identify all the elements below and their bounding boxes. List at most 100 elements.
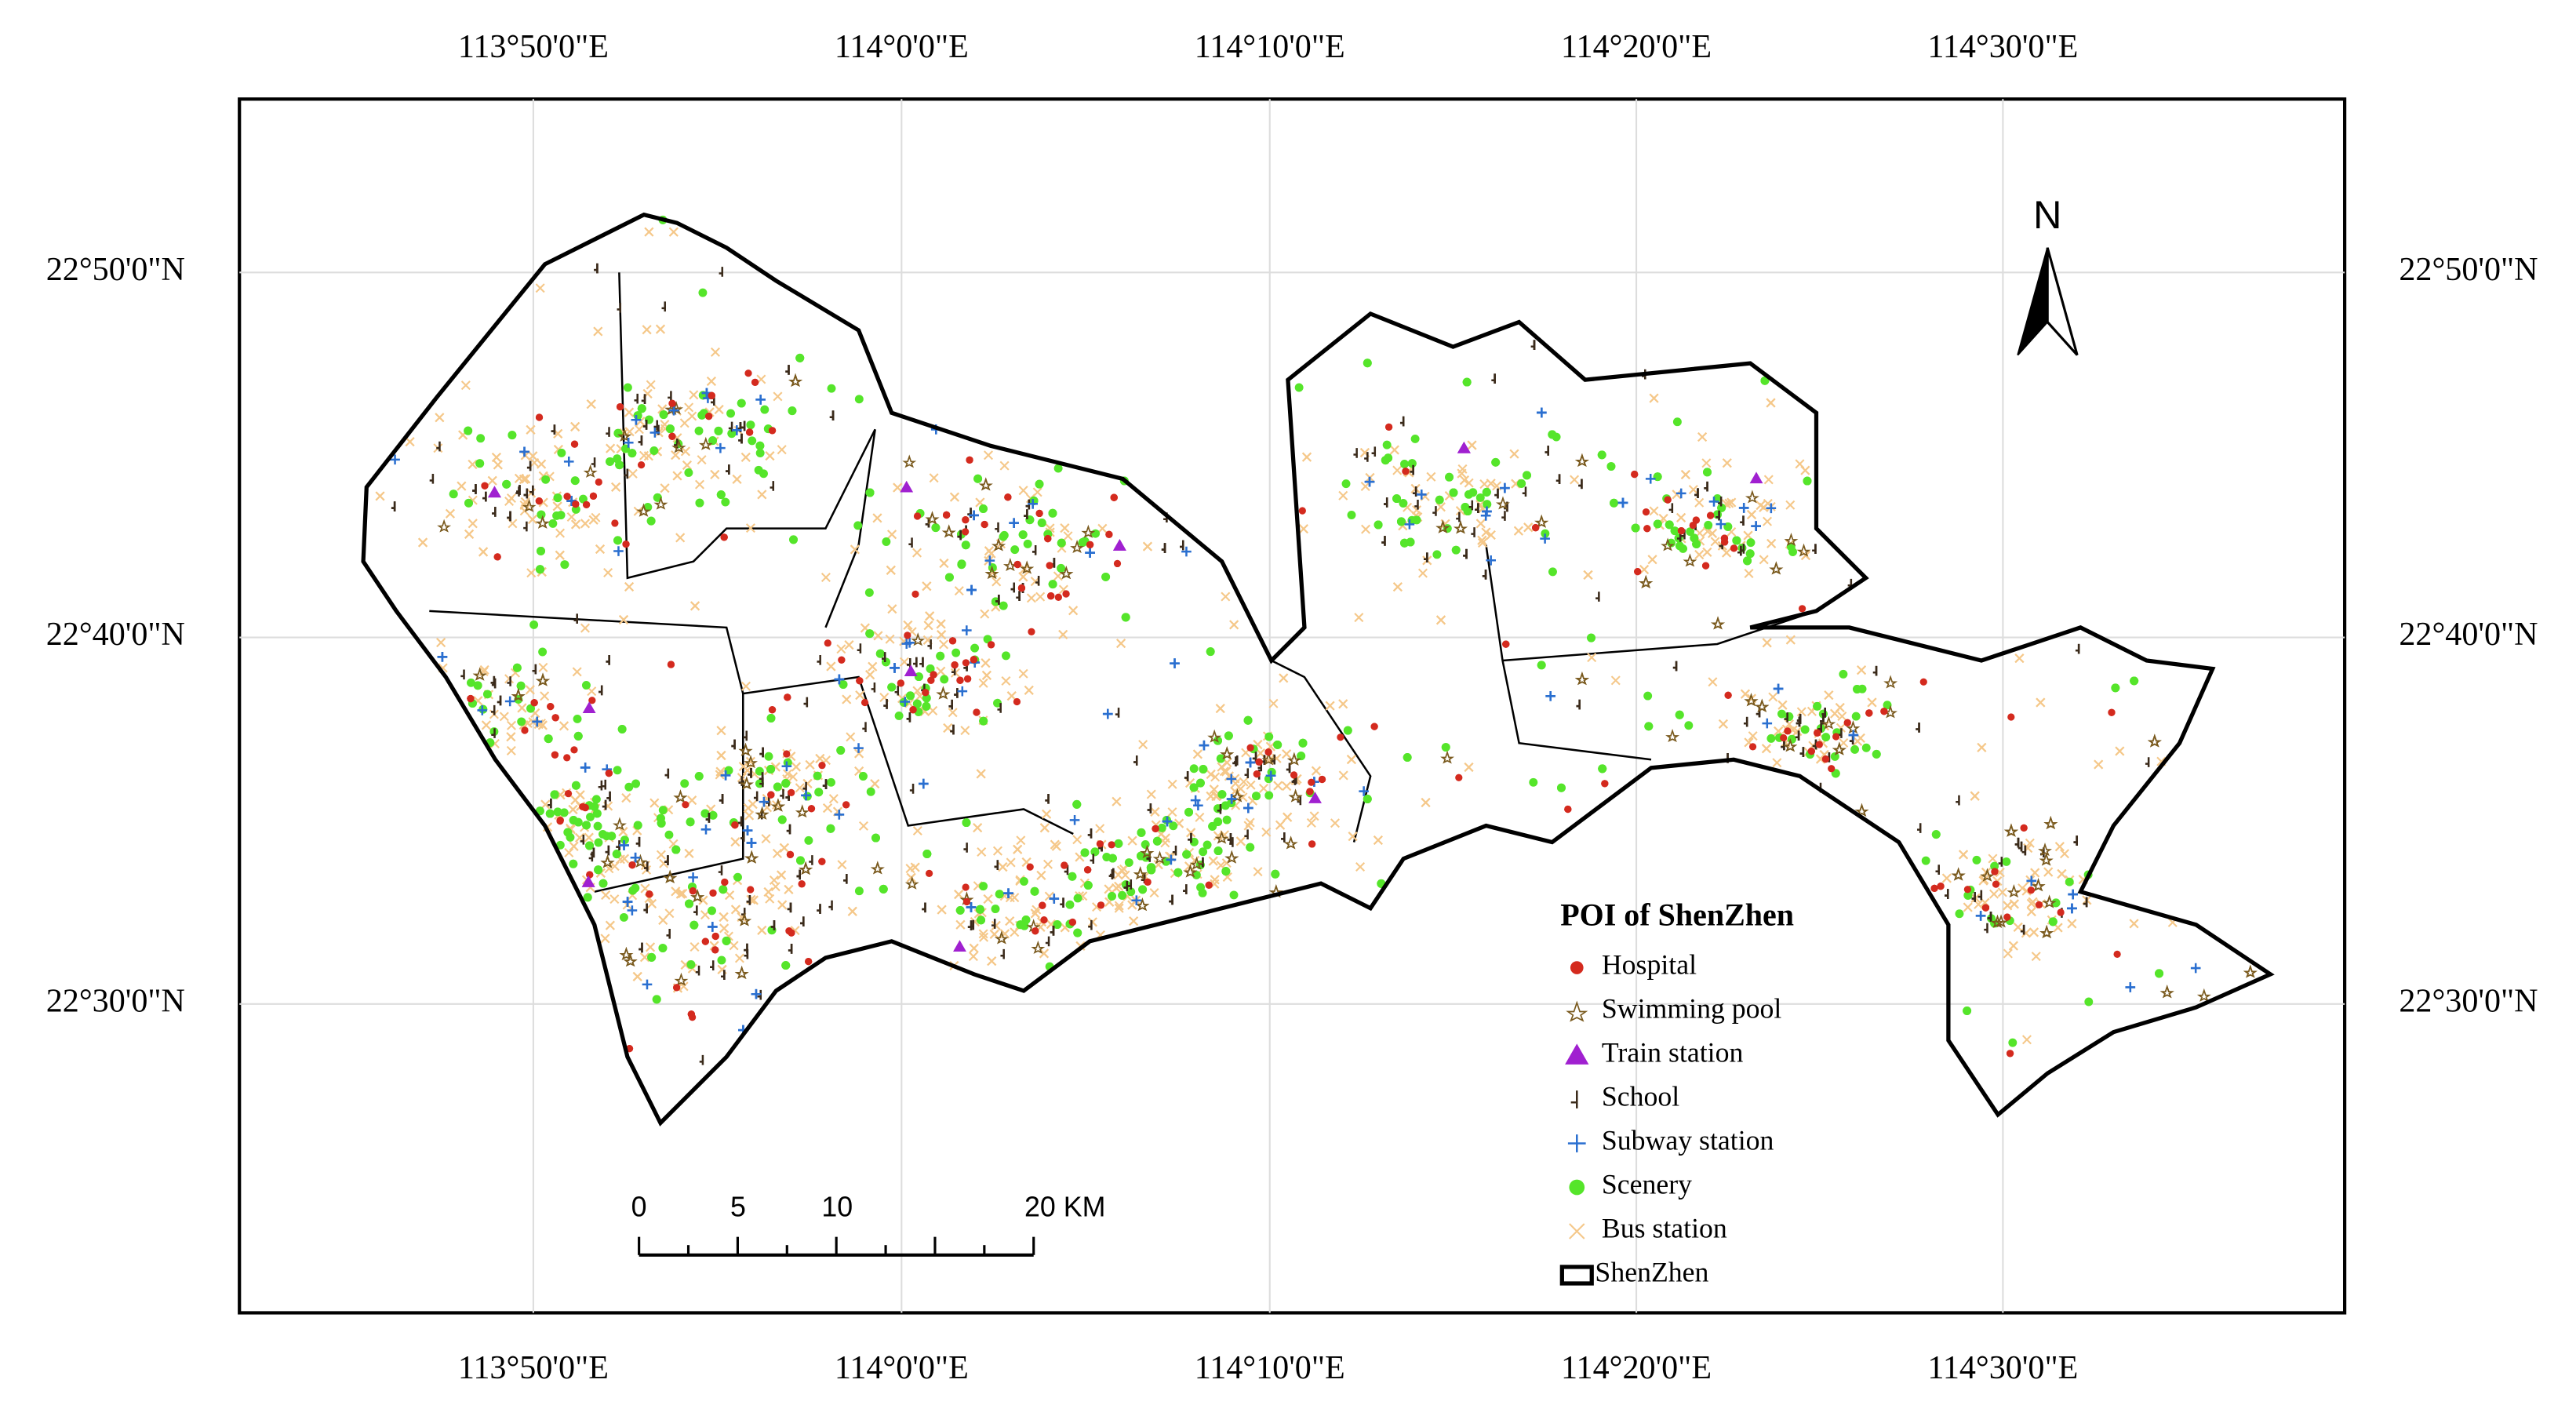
poi-scenery (1030, 886, 1039, 896)
poi-pool (623, 953, 638, 967)
poi-bus (1688, 485, 1698, 495)
poi-bus (2067, 919, 2077, 929)
poi-bus (744, 810, 755, 821)
poi-school (1530, 340, 1536, 350)
poi-scenery (571, 781, 580, 790)
lon-label: 114°10'0"E (1195, 1349, 1345, 1386)
poi-subway (1028, 498, 1038, 509)
poi-pool (755, 806, 770, 820)
poi-scenery (1684, 721, 1694, 730)
poi-pool (1783, 738, 1798, 752)
poi-hospital (1780, 733, 1788, 742)
poi-bus (1053, 571, 1063, 581)
poi-pool (1031, 940, 1046, 954)
poi-scenery (1091, 529, 1101, 538)
district-boundary (429, 610, 1074, 835)
poi-subway (984, 555, 995, 566)
poi-hospital (1054, 593, 1062, 601)
poi-school (780, 788, 784, 799)
poi-scenery (620, 835, 629, 845)
poi-hospital (1370, 723, 1378, 730)
poi-scenery (1788, 548, 1798, 557)
lon-label: 114°30'0"E (1927, 1349, 2078, 1386)
poi-hospital (616, 402, 624, 411)
poi-bus (668, 227, 679, 237)
poi-scenery (2130, 676, 2139, 686)
poi-school (995, 522, 999, 533)
poi-bus (836, 644, 846, 654)
poi-scenery (2111, 683, 2120, 693)
poi-hospital (1086, 541, 1094, 548)
poi-bus (1206, 769, 1216, 780)
poi-bus (1759, 555, 1769, 565)
poi-pool (739, 776, 754, 790)
poi-scenery (633, 821, 642, 830)
poi-school (822, 779, 828, 789)
poi-hospital (535, 413, 544, 421)
poi-scenery (733, 872, 742, 882)
poi-bus (865, 670, 875, 680)
poi-scenery (2002, 857, 2011, 866)
poi-bus (684, 402, 694, 413)
poi-scenery (882, 657, 890, 667)
poi-bus (1647, 555, 1657, 565)
poi-scenery (1606, 462, 1616, 471)
poi-hospital (701, 937, 709, 945)
poi-scenery (864, 588, 874, 597)
poi-subway (853, 743, 864, 753)
poi-school (957, 530, 962, 541)
poi-scenery (1126, 887, 1136, 897)
poi-bus (2028, 927, 2039, 937)
poi-scenery (748, 436, 757, 446)
poi-school (787, 902, 792, 913)
poi-school (606, 791, 611, 802)
poi-bus (624, 581, 635, 592)
poi-school (1737, 545, 1742, 556)
poi-scenery (1216, 754, 1225, 763)
poi-pool (1639, 574, 1654, 588)
poi-school (991, 919, 996, 929)
poi-scenery (854, 395, 864, 404)
poi-subway (1085, 548, 1095, 558)
poi-subway (1003, 888, 1013, 898)
north-label: N (2033, 192, 2061, 237)
poi-scenery (814, 788, 824, 797)
poi-pool (522, 498, 537, 512)
poi-school (883, 699, 888, 709)
poi-bus (983, 894, 993, 905)
poi-scenery (615, 460, 624, 470)
poi-scenery (1173, 868, 1183, 877)
poi-scenery (788, 406, 797, 416)
poi-school (737, 816, 743, 827)
poi-school (770, 920, 776, 930)
poi-bus (1486, 530, 1496, 541)
poi-train (1565, 1043, 1589, 1065)
poi-scenery (777, 815, 787, 824)
poi-pool (941, 524, 956, 538)
poi-bus (976, 769, 986, 779)
poi-bus (1112, 796, 1122, 806)
poi-scenery (657, 818, 666, 828)
poi-school (460, 669, 465, 680)
poi-pool (664, 401, 679, 415)
poi-school (1050, 925, 1055, 936)
poi-bus (642, 325, 652, 335)
poi-subway (919, 778, 929, 789)
poi-scenery (931, 523, 941, 533)
poi-bus (559, 721, 569, 731)
poi-bus (1477, 535, 1487, 545)
poi-bus (1988, 889, 1999, 899)
poi-bus (624, 427, 635, 437)
poi-hospital (1502, 640, 1510, 648)
poi-scenery (983, 635, 992, 644)
poi-scenery (721, 497, 730, 507)
poi-bus (855, 690, 865, 701)
poi-bus (552, 501, 562, 511)
legend-label: Hospital (1602, 949, 1697, 981)
legend-label: ShenZhen (1595, 1257, 1708, 1288)
poi-scenery (646, 516, 656, 526)
poi-school (954, 688, 959, 698)
poi-bus (791, 762, 801, 772)
poi-scenery (1108, 891, 1116, 901)
poi-bus (672, 471, 682, 481)
